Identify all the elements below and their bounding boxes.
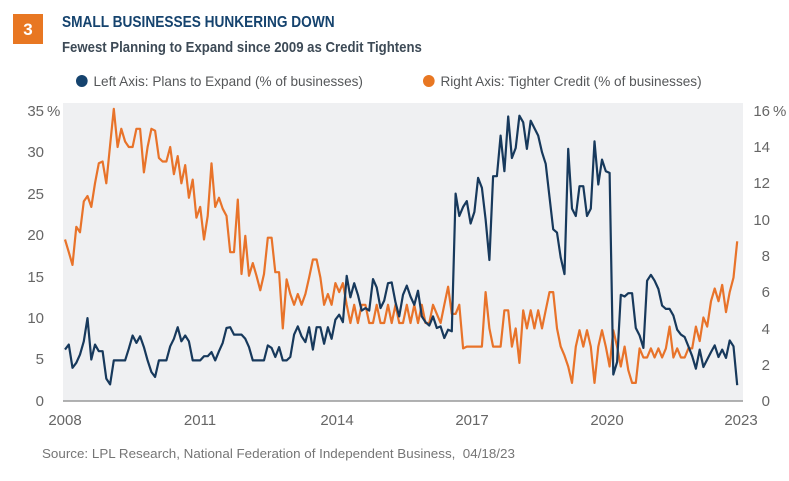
- svg-text:25: 25: [27, 186, 44, 203]
- svg-text:8: 8: [762, 248, 770, 265]
- svg-text:10: 10: [753, 212, 770, 229]
- svg-text:2014: 2014: [320, 412, 353, 429]
- svg-text:2023: 2023: [724, 412, 757, 429]
- svg-text:10: 10: [27, 310, 44, 327]
- svg-text:2: 2: [762, 357, 770, 374]
- svg-text:12: 12: [753, 175, 770, 192]
- svg-text:16: 16: [753, 103, 770, 120]
- svg-text:2011: 2011: [184, 412, 216, 429]
- svg-text:%: %: [47, 103, 60, 120]
- svg-text:2020: 2020: [590, 412, 623, 429]
- svg-text:%: %: [773, 103, 786, 120]
- svg-text:2017: 2017: [455, 412, 488, 429]
- svg-text:14: 14: [753, 139, 770, 156]
- svg-text:20: 20: [27, 227, 44, 244]
- svg-text:0: 0: [36, 393, 44, 410]
- svg-text:0: 0: [762, 393, 770, 410]
- svg-text:30: 30: [27, 144, 44, 161]
- svg-text:15: 15: [27, 269, 44, 286]
- svg-text:4: 4: [762, 321, 770, 338]
- svg-text:5: 5: [36, 351, 44, 368]
- svg-text:6: 6: [762, 284, 770, 301]
- svg-text:2008: 2008: [48, 412, 81, 429]
- svg-text:35: 35: [27, 103, 44, 120]
